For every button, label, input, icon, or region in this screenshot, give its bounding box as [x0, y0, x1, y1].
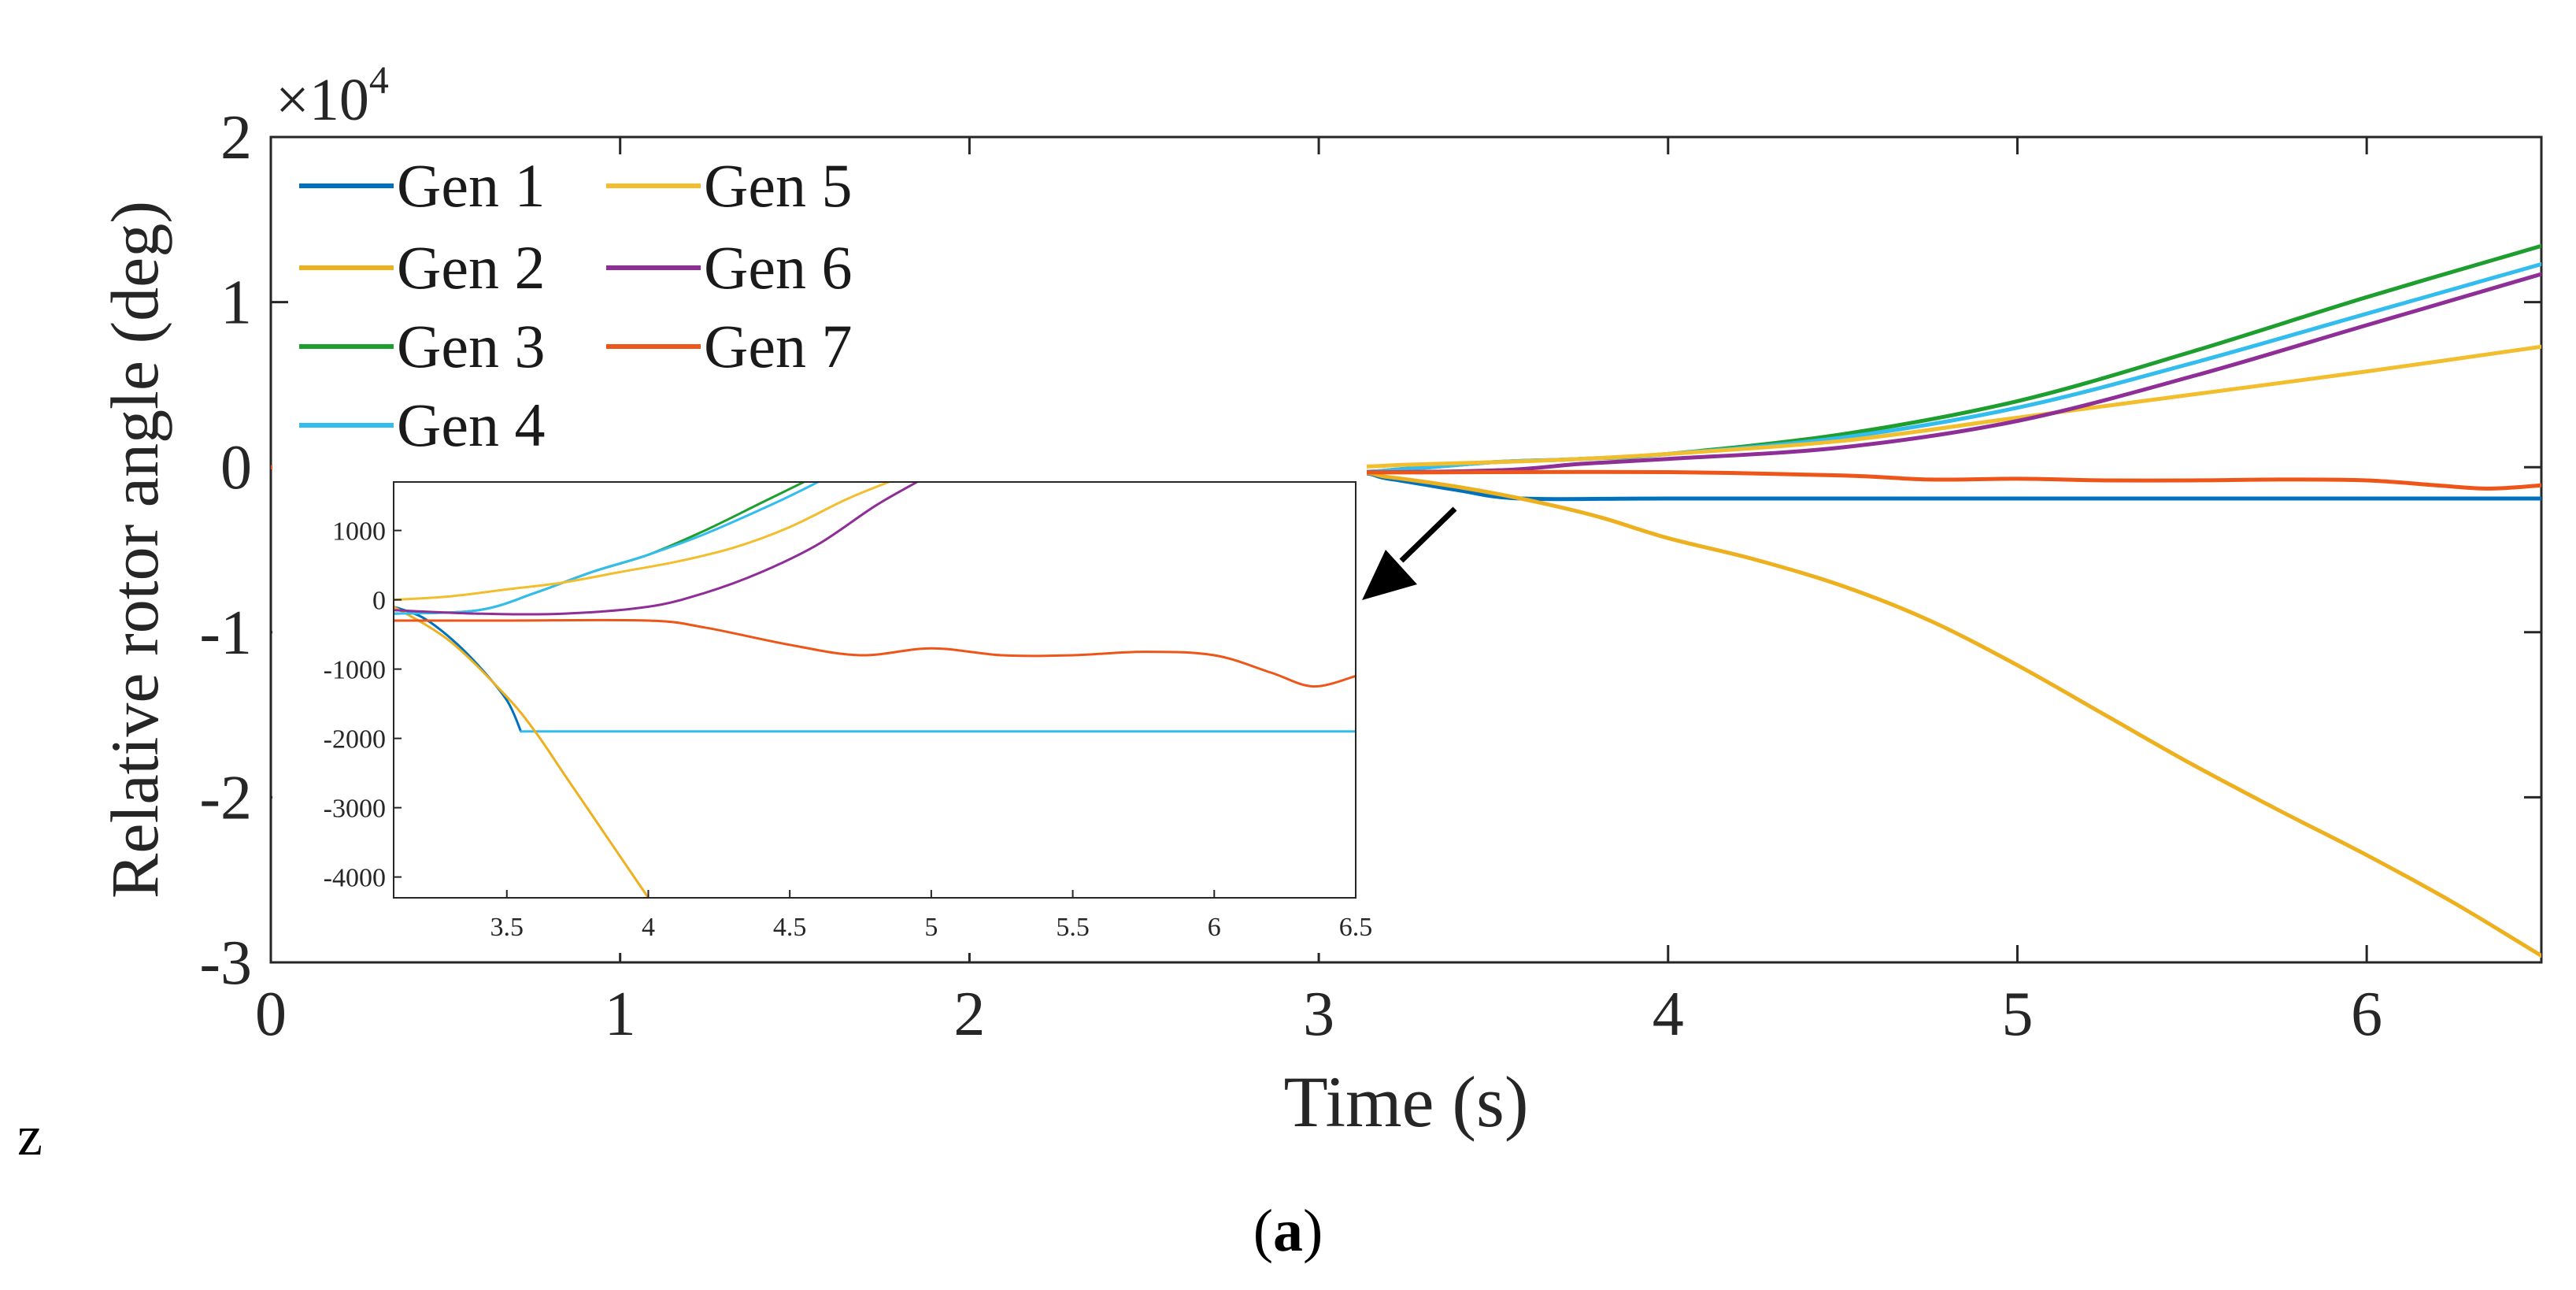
main-ticks: 0 1 2 3 4 5 6 2 1 0 -1 -2 -3: [199, 103, 2541, 1049]
legend-label-gen-7: Gen 7: [704, 312, 852, 380]
legend: Gen 1 Gen 2 Gen 3 Gen 4 Gen 5 Gen 6 Gen 7: [299, 151, 852, 459]
inset-x-tick-label: 6: [1208, 913, 1221, 942]
x-axis-label: Time (s): [1284, 1062, 1529, 1142]
inset-x-tick-label: 4.5: [773, 913, 807, 942]
series-line-gen-6: [271, 272, 2541, 475]
inset-y-tick-label: -3000: [324, 795, 386, 824]
legend-label-gen-4: Gen 4: [397, 391, 545, 459]
y-tick-label: 1: [220, 269, 252, 338]
inset-y-tick-label: -1000: [324, 656, 386, 685]
x-tick-label: 2: [953, 980, 985, 1049]
figure-caption: (a): [1253, 1198, 1323, 1264]
inset-x-tick-label: 3.5: [490, 913, 524, 942]
arrow-shaft: [1399, 506, 1457, 563]
inset-series-line-gen-6: [394, 482, 919, 616]
x-tick-label: 4: [1653, 980, 1684, 1049]
inset-x-tick-label: 5: [924, 913, 938, 942]
inset-y-tick-label: -2000: [324, 725, 386, 754]
main-plot-frame: [269, 135, 2543, 964]
inset-series-line-gen-1: [394, 605, 523, 733]
y-exponent-base: ×10: [276, 67, 369, 133]
inset-series-line-gen-4: [394, 482, 820, 615]
legend-label-gen-3: Gen 3: [397, 312, 545, 380]
inset-series-group: [394, 482, 1356, 898]
y-tick-label: -3: [199, 929, 252, 998]
x-tick-label: 5: [2001, 980, 2033, 1049]
inset-x-tick-label: 6.5: [1339, 913, 1373, 942]
y-exponent-power: 4: [369, 57, 389, 102]
inset-plot-frame: [393, 481, 1356, 899]
y-tick-label: 0: [220, 433, 252, 502]
inset-series-line-gen-2: [394, 605, 650, 898]
inset-series-line-gen-5: [394, 482, 890, 602]
inset-ticks: 3.5 4 4.5 5 5.5 6 6.5 1000 0 -1000 -2000 -3000 -4000: [324, 517, 1373, 942]
legend-label-gen-6: Gen 6: [704, 233, 852, 302]
legend-label-gen-1: Gen 1: [397, 151, 545, 220]
inset-pointer-arrow: [1362, 506, 1457, 600]
inset-background: [272, 465, 1367, 953]
caption-close-paren: ): [1303, 1198, 1323, 1264]
margin-note: z: [17, 1104, 43, 1167]
x-tick-label: 6: [2351, 980, 2382, 1049]
x-tick-label: 3: [1303, 980, 1334, 1049]
series-line-gen-5: [271, 344, 2541, 469]
legend-label-gen-2: Gen 2: [397, 233, 545, 302]
inset-y-tick-label: 1000: [332, 517, 386, 547]
inset-y-tick-label: -4000: [324, 864, 386, 893]
legend-label-gen-5: Gen 5: [704, 151, 852, 220]
caption-open-paren: (: [1253, 1198, 1273, 1264]
y-axis-exponent: ×104: [276, 57, 389, 133]
caption-label: a: [1273, 1198, 1303, 1264]
y-tick-label: 2: [220, 103, 252, 172]
inset-y-tick-label: 0: [372, 587, 386, 616]
series-line-gen-4: [271, 261, 2541, 475]
y-tick-label: -1: [199, 599, 252, 668]
x-tick-label: 0: [255, 980, 287, 1049]
inset-series-line-gen-7: [394, 618, 1356, 688]
x-tick-label: 1: [605, 980, 636, 1049]
arrow-head: [1362, 550, 1417, 600]
inset-x-tick-label: 5.5: [1056, 913, 1090, 942]
y-tick-label: -2: [199, 763, 252, 832]
y-axis-label: Relative rotor angle (deg): [97, 201, 172, 899]
inset-x-tick-label: 4: [642, 913, 655, 942]
